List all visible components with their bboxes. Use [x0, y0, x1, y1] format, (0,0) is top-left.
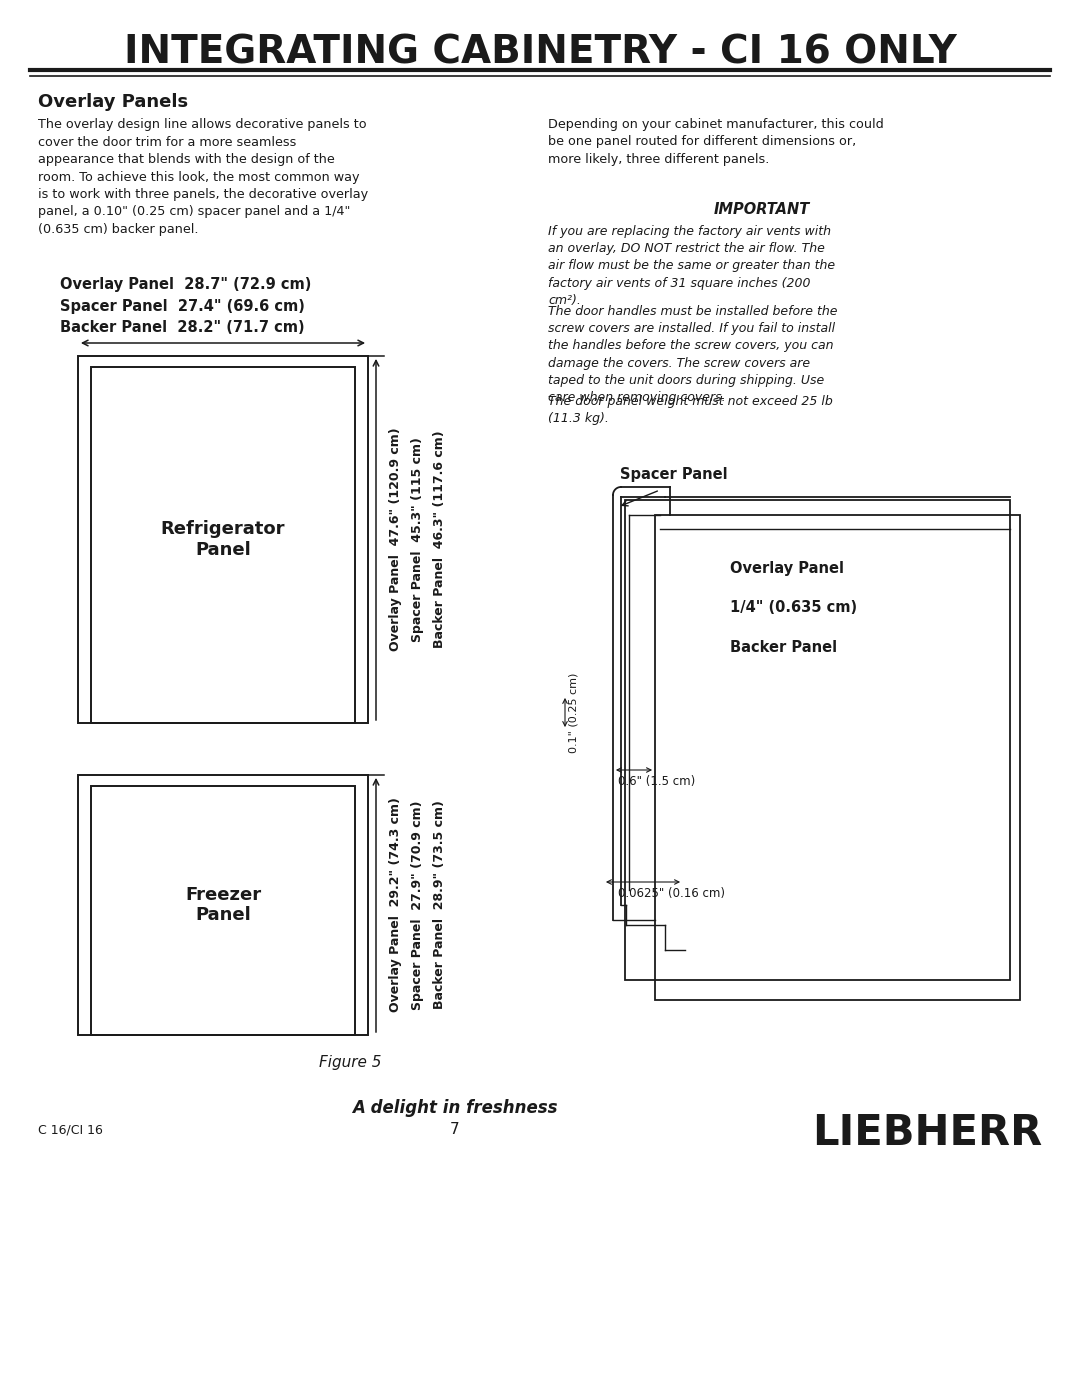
Text: Depending on your cabinet manufacturer, this could
be one panel routed for diffe: Depending on your cabinet manufacturer, … — [548, 117, 883, 166]
Bar — [78, 775, 368, 1035]
Bar — [91, 787, 355, 1035]
Text: Overlay Panel  47.6" (120.9 cm): Overlay Panel 47.6" (120.9 cm) — [389, 427, 402, 651]
Text: LIEBHERR: LIEBHERR — [812, 1112, 1042, 1154]
Text: INTEGRATING CABINETRY - CI 16 ONLY: INTEGRATING CABINETRY - CI 16 ONLY — [123, 34, 957, 71]
Text: Overlay Panel  29.2" (74.3 cm): Overlay Panel 29.2" (74.3 cm) — [389, 798, 402, 1013]
Text: Backer Panel  46.3" (117.6 cm): Backer Panel 46.3" (117.6 cm) — [432, 430, 446, 648]
Text: Overlay Panels: Overlay Panels — [38, 94, 188, 110]
Text: Backer Panel  28.2" (71.7 cm): Backer Panel 28.2" (71.7 cm) — [60, 320, 305, 334]
Text: The overlay design line allows decorative panels to
cover the door trim for a mo: The overlay design line allows decorativ… — [38, 117, 368, 236]
Text: Spacer Panel  27.4" (69.6 cm): Spacer Panel 27.4" (69.6 cm) — [60, 299, 305, 313]
Text: Overlay Panel: Overlay Panel — [730, 560, 843, 576]
Text: Backer Panel  28.9" (73.5 cm): Backer Panel 28.9" (73.5 cm) — [432, 800, 446, 1010]
Text: Backer Panel: Backer Panel — [730, 640, 837, 655]
Bar — [78, 356, 368, 724]
Text: Overlay Panel  28.7" (72.9 cm): Overlay Panel 28.7" (72.9 cm) — [60, 278, 311, 292]
Text: Spacer Panel  45.3" (115 cm): Spacer Panel 45.3" (115 cm) — [410, 437, 423, 643]
Text: The door handles must be installed before the
screw covers are installed. If you: The door handles must be installed befor… — [548, 305, 837, 404]
Text: 7: 7 — [450, 1123, 460, 1137]
Text: Refrigerator
Panel: Refrigerator Panel — [161, 520, 285, 559]
Text: 1/4" (0.635 cm): 1/4" (0.635 cm) — [730, 599, 858, 615]
Bar — [625, 500, 1010, 981]
Text: The door panel weight must not exceed 25 lb
(11.3 kg).: The door panel weight must not exceed 25… — [548, 395, 833, 425]
Text: C 16/CI 16: C 16/CI 16 — [38, 1123, 103, 1137]
Text: 0.0625" (0.16 cm): 0.0625" (0.16 cm) — [618, 887, 725, 901]
Text: Spacer Panel  27.9" (70.9 cm): Spacer Panel 27.9" (70.9 cm) — [410, 800, 423, 1010]
Text: A delight in freshness: A delight in freshness — [352, 1099, 557, 1118]
Text: 0.6" (1.5 cm): 0.6" (1.5 cm) — [618, 775, 696, 788]
Text: Freezer
Panel: Freezer Panel — [185, 886, 261, 925]
Text: Spacer Panel: Spacer Panel — [620, 468, 728, 482]
Text: Figure 5: Figure 5 — [319, 1055, 381, 1070]
Bar — [654, 515, 1020, 1000]
Text: IMPORTANT: IMPORTANT — [714, 203, 810, 218]
Text: 0.1" (0.25 cm): 0.1" (0.25 cm) — [568, 672, 578, 753]
Bar — [91, 367, 355, 724]
Text: If you are replacing the factory air vents with
an overlay, DO NOT restrict the : If you are replacing the factory air ven… — [548, 225, 835, 307]
